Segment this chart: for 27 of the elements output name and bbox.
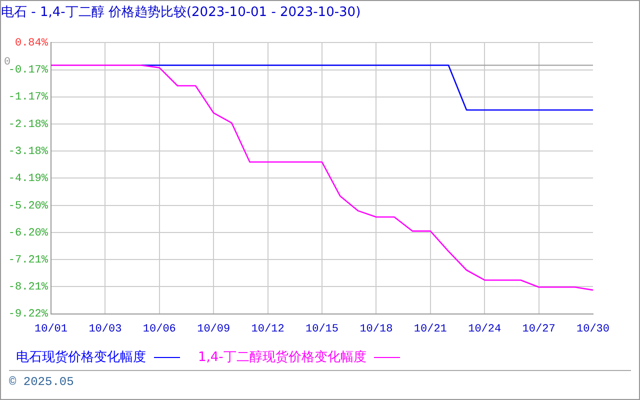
y-tick-label: -4.19%	[8, 173, 48, 186]
x-tick-label: 10/30	[576, 323, 610, 336]
x-tick-label: 10/24	[468, 323, 502, 336]
text: © 2025.05	[9, 370, 631, 389]
chart-title: 电石 - 1,4-丁二醇 价格趋势比较(2023-10-01 - 2023-10-30)	[1, 5, 361, 20]
y-tick-label: -0.17%	[8, 64, 48, 77]
y-tick-label: -8.21%	[8, 281, 48, 294]
y-tick-label: -3.18%	[8, 146, 48, 158]
x-tick-label: 10/27	[522, 323, 556, 336]
y-tick-label: -5.20%	[8, 200, 48, 212]
x-tick-label: 10/12	[251, 323, 284, 336]
legend-label: 1,4-丁二醇现货价格变化幅度	[198, 349, 366, 366]
legend-label: 电石现货价格变化幅度	[16, 349, 146, 366]
ref-line-label: 0	[4, 56, 11, 69]
y-tick-label: -7.21%	[8, 254, 48, 267]
x-tick-label: 10/18	[360, 323, 393, 336]
x-tick-label: 10/03	[88, 323, 122, 336]
x-tick-label: 10/06	[142, 323, 176, 336]
y-tick-label: 0.84%	[14, 38, 48, 50]
y-tick-label: -2.18%	[8, 118, 48, 131]
x-tick-label: 10/15	[305, 323, 339, 336]
y-tick-label: -9.22%	[8, 308, 48, 321]
y-tick-label: -1.17%	[8, 92, 48, 104]
x-tick-label: 10/01	[34, 323, 68, 336]
x-tick-label: 10/09	[197, 323, 230, 336]
y-tick-label: -6.20%	[8, 227, 48, 240]
x-tick-label: 10/21	[414, 323, 448, 336]
